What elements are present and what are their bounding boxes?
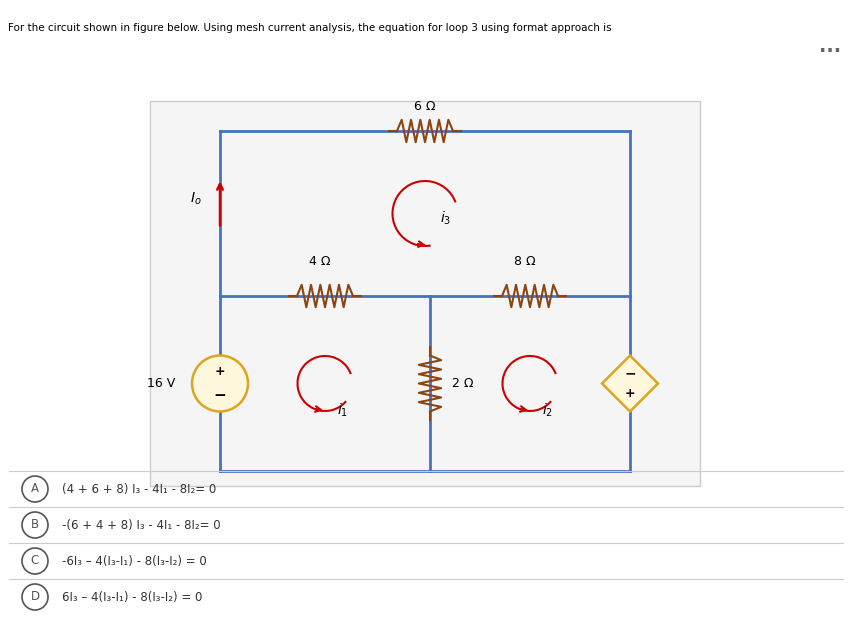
Text: $i_2$: $i_2$ <box>542 402 553 419</box>
Text: −: − <box>625 366 636 381</box>
Text: For the circuit shown in figure below. Using mesh current analysis, the equation: For the circuit shown in figure below. U… <box>8 23 612 33</box>
Text: 8 Ω: 8 Ω <box>515 255 536 268</box>
Polygon shape <box>602 355 658 412</box>
Text: 2 Ω: 2 Ω <box>452 377 474 390</box>
Text: C: C <box>31 555 39 568</box>
FancyBboxPatch shape <box>150 101 700 486</box>
Text: +: + <box>215 365 225 378</box>
Text: −: − <box>214 388 227 403</box>
Text: A: A <box>31 483 39 496</box>
Text: (4 + 6 + 8) I₃ - 4I₁ - 8I₂= 0: (4 + 6 + 8) I₃ - 4I₁ - 8I₂= 0 <box>62 483 216 496</box>
Text: $I_o$: $I_o$ <box>190 190 202 207</box>
Text: B: B <box>31 519 39 532</box>
Text: 16 V: 16 V <box>147 377 175 390</box>
Circle shape <box>192 355 248 412</box>
Text: -6I₃ – 4(I₃-I₁) - 8(I₃-I₂) = 0: -6I₃ – 4(I₃-I₁) - 8(I₃-I₂) = 0 <box>62 555 207 568</box>
Text: 6I₃ – 4(I₃-I₁) - 8(I₃-I₂) = 0: 6I₃ – 4(I₃-I₁) - 8(I₃-I₂) = 0 <box>62 591 203 604</box>
Text: 6 Ω: 6 Ω <box>414 100 435 113</box>
Text: $i_1$: $i_1$ <box>337 402 348 419</box>
Text: ...: ... <box>819 37 841 55</box>
Text: $i_3$: $i_3$ <box>440 210 452 227</box>
Text: -(6 + 4 + 8) I₃ - 4I₁ - 8I₂= 0: -(6 + 4 + 8) I₃ - 4I₁ - 8I₂= 0 <box>62 519 221 532</box>
Text: D: D <box>31 591 39 604</box>
Text: 4 Ω: 4 Ω <box>309 255 331 268</box>
Text: +: + <box>625 387 636 400</box>
